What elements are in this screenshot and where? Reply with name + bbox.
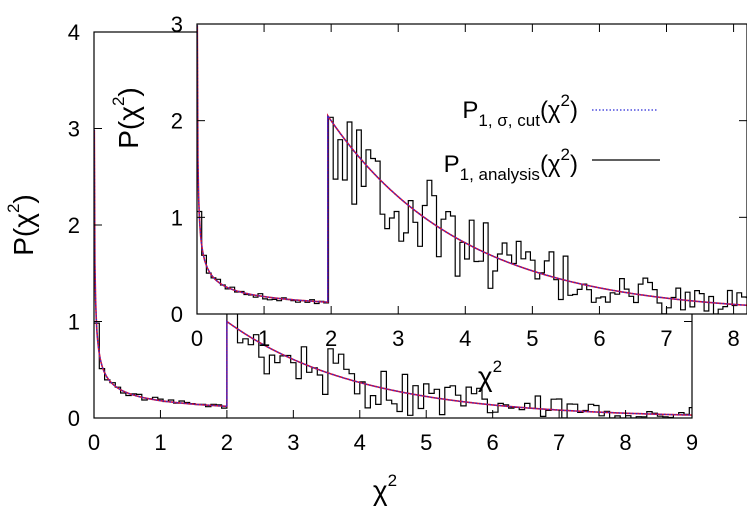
inset-y-tick-label: 1 bbox=[171, 205, 183, 230]
inset-x-axis-label: χ2 bbox=[478, 357, 502, 392]
inset-x-tick-label: 1 bbox=[258, 326, 270, 351]
inset-legend-entry: P1, σ, cut(χ2) bbox=[462, 91, 658, 130]
main-y-tick-label: 0 bbox=[68, 406, 80, 431]
inset-x-tick-label: 0 bbox=[191, 326, 203, 351]
main-cut-curve bbox=[94, 129, 692, 416]
main-x-tick-label: 7 bbox=[553, 430, 565, 455]
main-y-tick-label: 4 bbox=[68, 20, 80, 45]
inset-plot-frame bbox=[196, 23, 747, 315]
main-plot-area bbox=[94, 129, 692, 418]
inset-x-tick-label: 6 bbox=[593, 326, 605, 351]
main-y-tick-label: 2 bbox=[68, 213, 80, 238]
inset-legend-label: P1, analysis(χ2) bbox=[444, 145, 578, 184]
inset-x-tick-label: 4 bbox=[459, 326, 471, 351]
main-y-axis-label: P(χ2) bbox=[4, 194, 39, 256]
inset-chart: 0 1 2 3 4 5 6 7 8 0 1 2 3 χ2 P(χ2) P1, σ, cut(χ2) P1, an… bbox=[109, 0, 747, 392]
inset-y-tick-label: 2 bbox=[171, 109, 183, 134]
inset-plot-area bbox=[197, 25, 747, 314]
inset-x-tick-label: 8 bbox=[727, 326, 739, 351]
main-x-tick-label: 2 bbox=[221, 430, 233, 455]
main-y-tick-label: 3 bbox=[68, 117, 80, 142]
main-x-tick-label: 9 bbox=[686, 430, 698, 455]
main-x-tick-label: 6 bbox=[487, 430, 499, 455]
main-x-tick-label: 3 bbox=[287, 430, 299, 455]
inset-x-tick-label: 5 bbox=[526, 326, 538, 351]
main-x-tick-label: 0 bbox=[88, 430, 100, 455]
inset-x-tick-label: 7 bbox=[660, 326, 672, 351]
main-x-tick-label: 5 bbox=[420, 430, 432, 455]
inset-model-curve bbox=[197, 25, 747, 307]
inset-legend-label: P1, σ, cut(χ2) bbox=[462, 91, 578, 130]
inset-x-tick-label: 3 bbox=[392, 326, 404, 351]
main-x-tick-label: 4 bbox=[354, 430, 366, 455]
main-x-tick-label: 8 bbox=[619, 430, 631, 455]
inset-legend-entry: P1, analysis(χ2) bbox=[444, 145, 660, 184]
main-x-tick-label: 1 bbox=[154, 430, 166, 455]
inset-background bbox=[197, 0, 747, 314]
inset-x-tick-label: 2 bbox=[325, 326, 337, 351]
inset-y-axis-label: P(χ2) bbox=[109, 87, 144, 149]
inset-y-tick-label: 0 bbox=[171, 302, 183, 327]
main-y-tick-label: 1 bbox=[68, 310, 80, 335]
main-x-axis-label: χ2 bbox=[373, 471, 397, 506]
inset-y-tick-label: 3 bbox=[171, 12, 183, 37]
